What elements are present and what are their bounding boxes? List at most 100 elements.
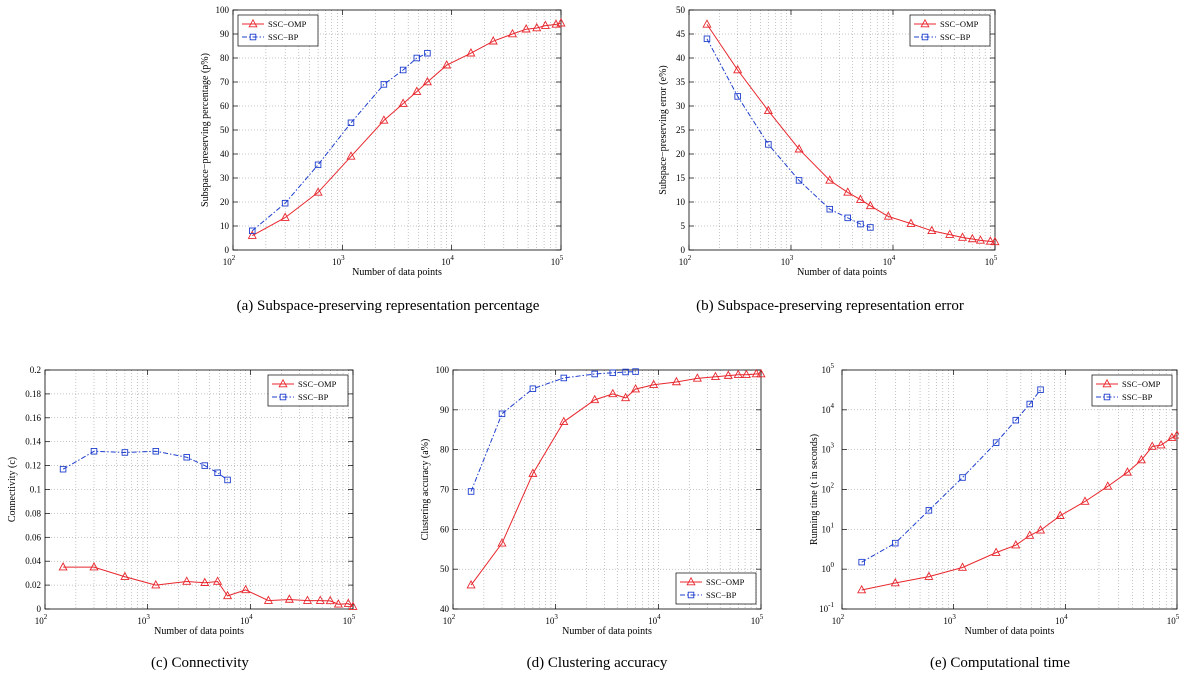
- y-tick-label: 0.18: [25, 389, 41, 399]
- x-axis-label: Number of data points: [797, 267, 887, 278]
- data-point: [1012, 416, 1020, 424]
- legend: SSC−OMP SSC−BP: [237, 14, 319, 47]
- legend: SSC−OMP SSC−BP: [675, 572, 757, 605]
- legend-label: SSC−BP: [940, 32, 971, 42]
- legend-box: [1091, 374, 1173, 407]
- y-tick-label: 0.06: [25, 532, 41, 542]
- data-point: [826, 205, 834, 213]
- y-tick-label: 35: [676, 77, 686, 87]
- y-tick-label: 0.14: [25, 437, 41, 447]
- data-point: [346, 151, 356, 160]
- data-point: [333, 599, 343, 608]
- y-tick-label: 60: [440, 524, 450, 534]
- y-tick-label: 50: [676, 5, 686, 15]
- data-point: [733, 369, 743, 379]
- x-tick-label: 104: [1055, 613, 1068, 626]
- legend-box: [267, 374, 349, 407]
- data-point: [1055, 510, 1065, 519]
- data-point: [1172, 430, 1179, 439]
- y-axis-label: Connectivity (c): [7, 457, 18, 522]
- y-tick-label: 105: [822, 362, 835, 375]
- data-point: [412, 86, 422, 95]
- x-tick-label: 102: [223, 254, 236, 267]
- chart-a-svg: 102 103 104 105 0 10 20 30 40 50 60 70 80 90 100 Number…: [200, 5, 566, 278]
- y-tick-label: 0.16: [25, 413, 41, 423]
- y-tick-label: 0: [225, 245, 230, 255]
- legend-label: SSC−OMP: [706, 577, 745, 587]
- data-point: [967, 233, 977, 243]
- data-point: [924, 571, 934, 580]
- data-point: [559, 416, 569, 426]
- data-point: [723, 370, 733, 379]
- data-point: [763, 105, 773, 115]
- x-axis-label: Number of data points: [352, 267, 442, 278]
- data-point: [488, 36, 498, 45]
- y-tick-label: 25: [676, 125, 686, 135]
- chart-panel-c: 102 103 104 105 0 0.02 0.04 0.06 0.08 0.1 0.12 0.14…: [3, 360, 373, 640]
- x-tick-label: 105: [551, 254, 564, 267]
- data-point: [247, 230, 257, 239]
- data-point: [710, 371, 721, 381]
- data-point: [532, 22, 542, 32]
- y-tick-label: 102: [822, 482, 835, 495]
- data-point: [621, 392, 631, 402]
- data-point: [466, 48, 476, 57]
- y-tick-label: 70: [440, 485, 450, 495]
- x-tick-label: 104: [648, 613, 661, 626]
- legend-marker: [687, 591, 695, 599]
- y-tick-label: 90: [220, 29, 230, 39]
- series-ssc-omp: [58, 562, 358, 610]
- data-point: [991, 547, 1001, 556]
- legend-label: SSC−OMP: [1122, 379, 1161, 389]
- data-point: [380, 81, 388, 88]
- y-tick-label: 30: [676, 101, 686, 111]
- data-point: [1036, 525, 1046, 534]
- data-point: [959, 474, 966, 481]
- data-point: [497, 538, 507, 547]
- data-point: [857, 220, 864, 228]
- legend: SSC−OMP SSC−BP: [909, 14, 991, 47]
- legend-box: [675, 572, 757, 605]
- x-tick-label: 105: [343, 613, 356, 626]
- data-point: [201, 462, 209, 469]
- y-tick-label: 40: [676, 53, 686, 63]
- series-line: [861, 389, 1041, 563]
- data-point: [1103, 481, 1113, 490]
- data-point: [280, 212, 290, 221]
- chart-b-svg: 102 103 104 105 0 5 10 15 20 25 30 35 40 45 50 Number o…: [658, 5, 1000, 278]
- data-point: [152, 448, 160, 455]
- x-tick-label: 102: [679, 254, 692, 267]
- data-point: [1122, 467, 1133, 476]
- data-point: [865, 200, 875, 210]
- y-tick-label: 0: [37, 604, 42, 614]
- data-point: [795, 177, 803, 184]
- y-tick-label: 10-1: [819, 601, 834, 614]
- data-point: [343, 598, 353, 607]
- data-point: [608, 388, 618, 398]
- chart-panel-d: 102 103 104 105 40 50 60 70 80 90 100 Number of dat…: [407, 360, 777, 640]
- legend-label: SSC−BP: [298, 392, 329, 402]
- y-tick-label: 100: [436, 365, 450, 375]
- y-tick-label: 101: [822, 521, 835, 534]
- legend: SSC−OMP SSC−BP: [267, 374, 349, 407]
- x-axis-label: Number of data points: [562, 626, 652, 637]
- x-tick-label: 102: [443, 613, 456, 626]
- data-point: [540, 20, 550, 29]
- data-point: [213, 576, 223, 585]
- data-point: [1037, 386, 1044, 393]
- y-tick-label: 0.04: [25, 556, 41, 566]
- ticks: 102 103 104 105 0 10 20 30 40 50 60 70 80 90 100: [216, 5, 564, 267]
- data-point: [467, 488, 475, 495]
- data-point: [379, 115, 389, 124]
- ticks: 102 103 104 105 40 50 60 70 80 90 100: [436, 365, 764, 626]
- y-tick-label: 70: [220, 77, 230, 87]
- legend-label: SSC−BP: [268, 32, 299, 42]
- data-point: [794, 144, 804, 153]
- data-point: [151, 579, 161, 589]
- y-tick-label: 103: [822, 442, 835, 455]
- x-tick-label: 103: [137, 613, 150, 626]
- data-point: [825, 175, 835, 184]
- chart-e-svg: 102 103 104 105 10-1 100 101 102 103 104 105 Number…: [809, 362, 1179, 637]
- x-tick-label: 103: [545, 613, 558, 626]
- data-point: [591, 370, 598, 378]
